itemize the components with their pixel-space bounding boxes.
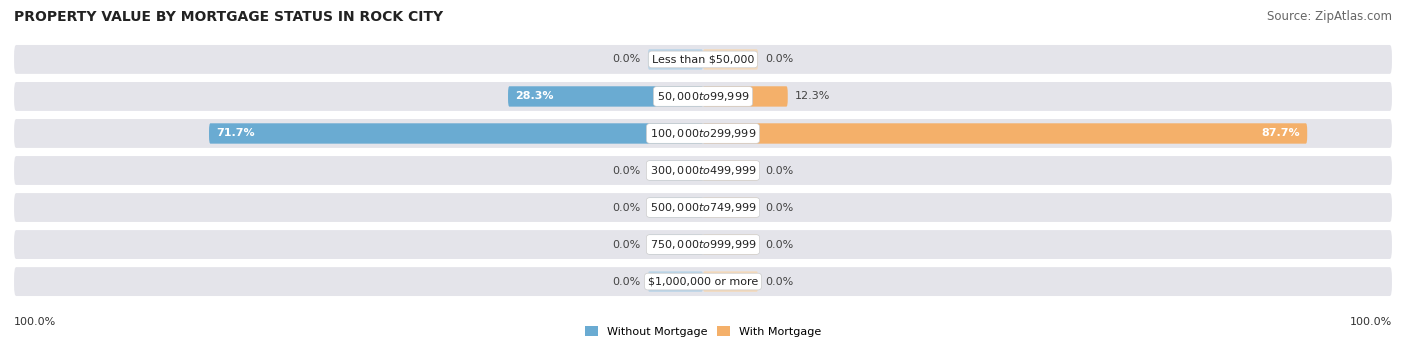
Text: 87.7%: 87.7%	[1261, 129, 1301, 138]
Text: 0.0%: 0.0%	[613, 277, 641, 286]
Text: $100,000 to $299,999: $100,000 to $299,999	[650, 127, 756, 140]
FancyBboxPatch shape	[648, 160, 703, 181]
Text: 0.0%: 0.0%	[765, 55, 793, 64]
FancyBboxPatch shape	[648, 197, 703, 218]
Text: 0.0%: 0.0%	[613, 55, 641, 64]
FancyBboxPatch shape	[14, 45, 1392, 74]
Text: 71.7%: 71.7%	[217, 129, 254, 138]
Text: Less than $50,000: Less than $50,000	[652, 55, 754, 64]
FancyBboxPatch shape	[703, 86, 787, 107]
Text: 12.3%: 12.3%	[794, 91, 830, 102]
FancyBboxPatch shape	[703, 271, 758, 292]
Text: $1,000,000 or more: $1,000,000 or more	[648, 277, 758, 286]
Text: $500,000 to $749,999: $500,000 to $749,999	[650, 201, 756, 214]
Text: 0.0%: 0.0%	[765, 165, 793, 176]
FancyBboxPatch shape	[648, 49, 703, 70]
FancyBboxPatch shape	[703, 49, 758, 70]
FancyBboxPatch shape	[14, 156, 1392, 185]
Text: 0.0%: 0.0%	[765, 277, 793, 286]
FancyBboxPatch shape	[14, 267, 1392, 296]
FancyBboxPatch shape	[209, 123, 703, 144]
Text: 28.3%: 28.3%	[515, 91, 554, 102]
FancyBboxPatch shape	[703, 234, 758, 255]
Text: $300,000 to $499,999: $300,000 to $499,999	[650, 164, 756, 177]
FancyBboxPatch shape	[14, 193, 1392, 222]
Text: $750,000 to $999,999: $750,000 to $999,999	[650, 238, 756, 251]
Text: PROPERTY VALUE BY MORTGAGE STATUS IN ROCK CITY: PROPERTY VALUE BY MORTGAGE STATUS IN ROC…	[14, 10, 443, 24]
FancyBboxPatch shape	[648, 234, 703, 255]
Text: 0.0%: 0.0%	[613, 203, 641, 212]
FancyBboxPatch shape	[703, 197, 758, 218]
FancyBboxPatch shape	[703, 160, 758, 181]
Text: 100.0%: 100.0%	[1350, 317, 1392, 327]
FancyBboxPatch shape	[14, 119, 1392, 148]
Text: 0.0%: 0.0%	[765, 203, 793, 212]
Text: 0.0%: 0.0%	[613, 239, 641, 250]
Text: 0.0%: 0.0%	[765, 239, 793, 250]
Text: 100.0%: 100.0%	[14, 317, 56, 327]
FancyBboxPatch shape	[508, 86, 703, 107]
FancyBboxPatch shape	[14, 82, 1392, 111]
FancyBboxPatch shape	[703, 123, 1308, 144]
Legend: Without Mortgage, With Mortgage: Without Mortgage, With Mortgage	[581, 322, 825, 341]
Text: $50,000 to $99,999: $50,000 to $99,999	[657, 90, 749, 103]
FancyBboxPatch shape	[14, 230, 1392, 259]
Text: Source: ZipAtlas.com: Source: ZipAtlas.com	[1267, 10, 1392, 23]
Text: 0.0%: 0.0%	[613, 165, 641, 176]
FancyBboxPatch shape	[648, 271, 703, 292]
